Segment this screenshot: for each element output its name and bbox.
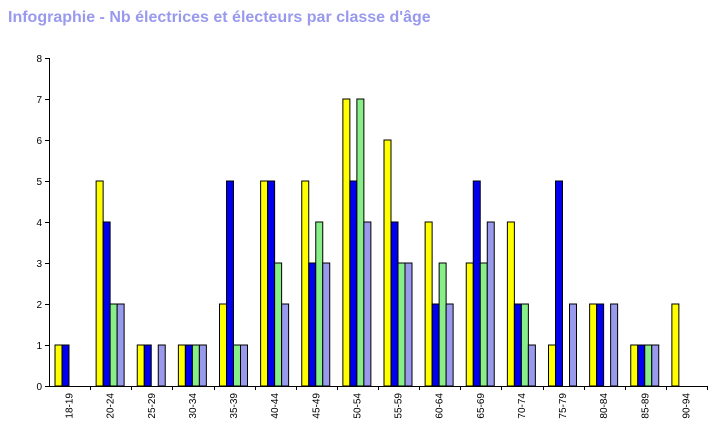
y-tick-label: 0: [36, 382, 42, 393]
bar-series1-70-74: [506, 221, 515, 387]
bar-series4-25-29: [157, 344, 166, 387]
chart-title: Infographie - Nb électrices et électeurs…: [8, 9, 431, 26]
bar-series1-75-79: [548, 344, 556, 387]
bar-series4-65-69: [486, 221, 495, 387]
bar-series1-30-34: [177, 344, 186, 387]
bar-series4-85-89: [651, 344, 660, 387]
bar-series3-55-59: [397, 262, 406, 387]
bar-series2-65-69: [472, 180, 481, 387]
bar-series4-30-34: [198, 344, 207, 387]
x-tick-label: 50-54: [352, 393, 363, 419]
x-tick-label: 45-49: [311, 393, 322, 419]
x-tick-label: 40-44: [270, 393, 281, 419]
bar-series4-70-74: [527, 344, 536, 387]
bar-series1-65-69: [465, 262, 474, 387]
bar-series3-45-49: [315, 221, 324, 387]
bar-series2-60-64: [431, 303, 440, 387]
bar-series3-65-69: [479, 262, 488, 387]
axes-layer: [45, 58, 708, 390]
bar-series1-90-94: [671, 303, 680, 387]
x-tick-label: 80-84: [599, 393, 610, 419]
x-tick-label: 55-59: [394, 393, 405, 419]
bar-series4-20-24: [116, 303, 125, 387]
y-tick-label: 7: [36, 95, 42, 106]
y-tick-label: 4: [36, 218, 42, 229]
bar-series2-70-74: [513, 303, 522, 387]
bar-series1-20-24: [95, 180, 104, 387]
bar-series3-85-89: [644, 344, 653, 387]
y-tick-labels: 0 1 2 3 4 5 6 7 8: [36, 54, 42, 393]
bar-series4-55-59: [404, 262, 413, 387]
bar-series4-35-39: [240, 344, 248, 387]
bar-series2-25-29: [143, 344, 152, 387]
bar-series3-50-54: [356, 98, 365, 387]
x-tick-label: 85-89: [640, 393, 651, 419]
x-tick-label: 18-19: [65, 393, 76, 419]
x-tick-label: 20-24: [106, 393, 117, 419]
bar-series3-60-64: [438, 262, 447, 387]
bar-series1-60-64: [424, 221, 433, 387]
bar-series1-40-44: [260, 180, 269, 387]
bar-series3-30-34: [191, 344, 200, 387]
bar-series2-20-24: [102, 221, 111, 387]
bar-series4-80-84: [610, 303, 619, 387]
bar-series1-35-39: [219, 303, 227, 387]
x-tick-label: 70-74: [517, 393, 528, 419]
bar-series2-85-89: [637, 344, 646, 387]
x-tick-label: 65-69: [476, 393, 487, 419]
bar-series3-35-39: [233, 344, 241, 387]
y-tick-label: 1: [36, 341, 42, 352]
y-tick-label: 8: [36, 54, 42, 65]
bar-series1-18-19: [54, 344, 63, 387]
x-tick-label: 30-34: [188, 393, 199, 419]
bar-series1-55-59: [383, 139, 392, 387]
bar-series3-70-74: [520, 303, 529, 387]
bar-series3-20-24: [109, 303, 118, 387]
bar-series2-75-79: [555, 180, 563, 387]
bar-series2-35-39: [226, 180, 234, 387]
bar-series1-85-89: [630, 344, 639, 387]
bar-series2-40-44: [267, 180, 276, 387]
bar-series2-50-54: [349, 180, 358, 387]
y-tick-label: 5: [36, 177, 42, 188]
y-tick-label: 2: [36, 300, 42, 311]
y-tick-label: 6: [36, 136, 42, 147]
bar-series1-45-49: [301, 180, 310, 387]
x-tick-labels: 18-19 20-24 25-29 30-34 35-39 40-44 45-49 50-54…: [65, 393, 693, 419]
bar-series1-50-54: [342, 98, 351, 387]
x-tick-label: 25-29: [147, 393, 158, 419]
x-tick-label: 35-39: [229, 393, 240, 419]
bar-series4-45-49: [322, 262, 331, 387]
bar-series1-80-84: [589, 303, 598, 387]
bar-series1-25-29: [136, 344, 145, 387]
bar-series4-60-64: [445, 303, 454, 387]
bar-series4-75-79: [569, 303, 577, 387]
bars-layer: [54, 98, 680, 387]
bar-series4-50-54: [363, 221, 372, 387]
bar-series2-80-84: [596, 303, 605, 387]
bar-series2-30-34: [184, 344, 193, 387]
bar-series3-40-44: [274, 262, 283, 387]
bar-series2-45-49: [308, 262, 317, 387]
x-tick-label: 75-79: [558, 393, 569, 419]
bar-series2-18-19: [61, 344, 70, 387]
bar-series4-40-44: [281, 303, 290, 387]
x-tick-label: 90-94: [681, 393, 692, 419]
x-tick-label: 60-64: [435, 393, 446, 419]
bar-series2-55-59: [390, 221, 399, 387]
y-tick-label: 3: [36, 259, 42, 270]
